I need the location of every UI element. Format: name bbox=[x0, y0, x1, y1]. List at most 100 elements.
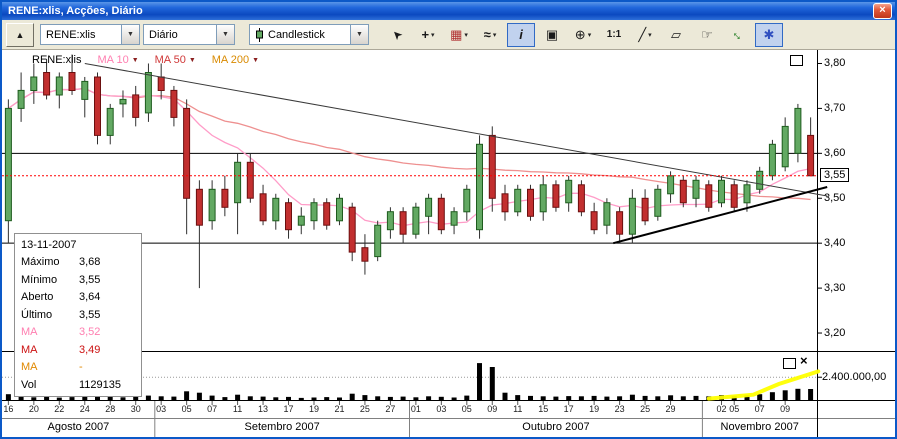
apply-layout-button[interactable]: ▣ bbox=[538, 23, 566, 47]
date-axis-label: 20 bbox=[28, 404, 39, 414]
chevron-down-icon[interactable]: ▼ bbox=[252, 56, 260, 64]
month-axis-label: Setembro 2007 bbox=[244, 421, 320, 433]
line-tool-button[interactable]: ╱ ▾ bbox=[631, 23, 659, 47]
month-axis-label: Agosto 2007 bbox=[47, 421, 110, 433]
date-axis-label: 27 bbox=[385, 404, 396, 414]
tooltip-row-aberto: Aberto 3,64 bbox=[21, 291, 101, 304]
window-close-button[interactable]: × bbox=[873, 3, 892, 19]
trendline-icon: ╱ bbox=[638, 26, 647, 42]
combo-arrow-icon[interactable]: ▼ bbox=[350, 25, 368, 44]
legend-ma10[interactable]: MA 10 ▼ bbox=[97, 54, 139, 66]
period-combobox-value: Diário bbox=[149, 28, 178, 41]
chevron-down-icon[interactable]: ▼ bbox=[131, 56, 139, 64]
date-axis-label: 29 bbox=[665, 404, 676, 414]
price-axis-label: 3,70 bbox=[824, 102, 846, 115]
date-axis-label: 11 bbox=[232, 404, 243, 414]
month-axis-label: Novembro 2007 bbox=[720, 421, 799, 433]
date-axis-label: 24 bbox=[79, 404, 90, 414]
date-axis-label: 03 bbox=[436, 404, 447, 414]
date-axis-label: 03 bbox=[156, 404, 167, 414]
chart-area: RENE:xlis MA 10 ▼ MA 50 ▼ MA 200 ▼ 13-11… bbox=[2, 50, 895, 437]
info-icon: i bbox=[519, 27, 523, 42]
date-axis-label: 17 bbox=[563, 404, 574, 414]
legend-ma200[interactable]: MA 200 ▼ bbox=[211, 54, 260, 66]
date-axis-label: 05 bbox=[181, 404, 192, 414]
date-axis-label: 05 bbox=[729, 404, 740, 414]
oscillators-button[interactable]: ≈ ▾ bbox=[476, 23, 504, 47]
month-axis-label: Outubro 2007 bbox=[522, 421, 590, 433]
combo-arrow-icon[interactable]: ▼ bbox=[216, 25, 234, 44]
date-axis-label: 09 bbox=[487, 404, 498, 414]
date-axis-label: 15 bbox=[538, 404, 549, 414]
date-axis-label: 09 bbox=[780, 404, 791, 414]
price-panel-restore-button[interactable] bbox=[790, 55, 803, 66]
triangle-up-icon: ▲ bbox=[15, 29, 25, 40]
dropdown-icon[interactable]: ▾ bbox=[431, 31, 435, 39]
zoom-tool-button[interactable]: ⊕ ▾ bbox=[569, 23, 597, 47]
tooltip-row-vol: Vol 1129135 bbox=[21, 378, 122, 391]
period-combobox[interactable]: Diário ▼ bbox=[143, 24, 235, 45]
date-axis-label: 07 bbox=[754, 404, 765, 414]
window-title: RENE:xlis, Acções, Diário bbox=[8, 5, 143, 17]
date-axis-label: 23 bbox=[614, 404, 625, 414]
candlestick-icon bbox=[256, 27, 263, 42]
price-axis-label: 3,50 bbox=[824, 192, 846, 205]
chart-type-combobox[interactable]: Candlestick ▼ bbox=[249, 24, 369, 45]
date-axis-label: 25 bbox=[640, 404, 651, 414]
date-axis-label: 01 bbox=[410, 404, 421, 414]
volume-panel-restore-button[interactable] bbox=[783, 358, 796, 369]
date-axis-label: 21 bbox=[334, 404, 345, 414]
legend-ma50[interactable]: MA 50 ▼ bbox=[154, 54, 196, 66]
scatter-icon: ✱ bbox=[763, 26, 775, 42]
volume-panel-close-button[interactable]: × bbox=[800, 353, 808, 368]
panel-collapse-button[interactable]: ▲ bbox=[6, 22, 34, 47]
info-toggle-button[interactable]: i bbox=[507, 22, 535, 47]
pointer-hand-icon: ☞ bbox=[701, 26, 713, 42]
scatter-tool-button[interactable]: ✱ bbox=[755, 22, 783, 47]
price-axis-label: 3,80 bbox=[824, 57, 846, 70]
dropdown-icon[interactable]: ▾ bbox=[464, 31, 468, 39]
symbol-combobox[interactable]: RENE:xlis ▼ bbox=[40, 24, 140, 45]
date-axis-label: 02 bbox=[716, 404, 727, 414]
eraser-icon: ▱ bbox=[671, 26, 681, 42]
fit-chart-button[interactable]: ↔ bbox=[724, 23, 752, 47]
date-axis-label: 19 bbox=[308, 404, 319, 414]
chart-type-combobox-value: Candlestick bbox=[268, 28, 325, 41]
pointer-tool-button[interactable]: ☞ bbox=[693, 23, 721, 47]
data-tooltip: 13-11-2007 Máximo 3,68 Mínimo 3,55 Aberto 3… bbox=[14, 233, 142, 397]
date-axis-label: 17 bbox=[283, 404, 294, 414]
oscillator-wave-icon: ≈ bbox=[483, 27, 491, 42]
expand-arrows-icon: ↔ bbox=[728, 24, 748, 45]
date-axis-label: 13 bbox=[258, 404, 269, 414]
price-axis-label: 3,60 bbox=[824, 147, 846, 160]
window-apply-icon: ▣ bbox=[545, 26, 559, 42]
legend-symbol[interactable]: RENE:xlis bbox=[32, 54, 82, 66]
date-axis-label: 07 bbox=[207, 404, 218, 414]
zoom-icon: ⊕ bbox=[574, 26, 586, 42]
chart-canvas[interactable] bbox=[2, 50, 895, 437]
symbol-combobox-value: RENE:xlis bbox=[46, 28, 96, 41]
tooltip-row-ma50: MA 3,49 bbox=[21, 343, 101, 356]
scale-1-1-button[interactable]: 1:1 bbox=[600, 23, 628, 47]
eraser-tool-button[interactable]: ▱ bbox=[662, 23, 690, 47]
cursor-tool-button[interactable]: ➤ bbox=[383, 23, 411, 47]
date-axis-label: 05 bbox=[461, 404, 472, 414]
tooltip-row-ma10: MA 3,52 bbox=[21, 326, 101, 339]
date-axis-label: 16 bbox=[3, 404, 14, 414]
title-bar[interactable]: RENE:xlis, Acções, Diário × bbox=[2, 2, 895, 20]
price-axis-label: 3,30 bbox=[824, 282, 846, 295]
indicators-button[interactable]: ▦ ▾ bbox=[445, 23, 473, 47]
crosshair-icon: + bbox=[421, 27, 430, 42]
dropdown-icon[interactable]: ▾ bbox=[492, 31, 497, 39]
chevron-down-icon[interactable]: ▼ bbox=[188, 56, 196, 64]
date-axis-label: 25 bbox=[359, 404, 370, 414]
dropdown-icon[interactable]: ▾ bbox=[648, 31, 652, 39]
tooltip-row-minimo: Mínimo 3,55 bbox=[21, 273, 101, 286]
dropdown-icon[interactable]: ▾ bbox=[587, 31, 592, 39]
date-axis-label: 19 bbox=[589, 404, 600, 414]
scale-1-1-label: 1:1 bbox=[606, 29, 622, 40]
combo-arrow-icon[interactable]: ▼ bbox=[121, 25, 139, 44]
date-axis-label: 30 bbox=[130, 404, 141, 414]
crosshair-tool-button[interactable]: + ▾ bbox=[414, 23, 442, 47]
